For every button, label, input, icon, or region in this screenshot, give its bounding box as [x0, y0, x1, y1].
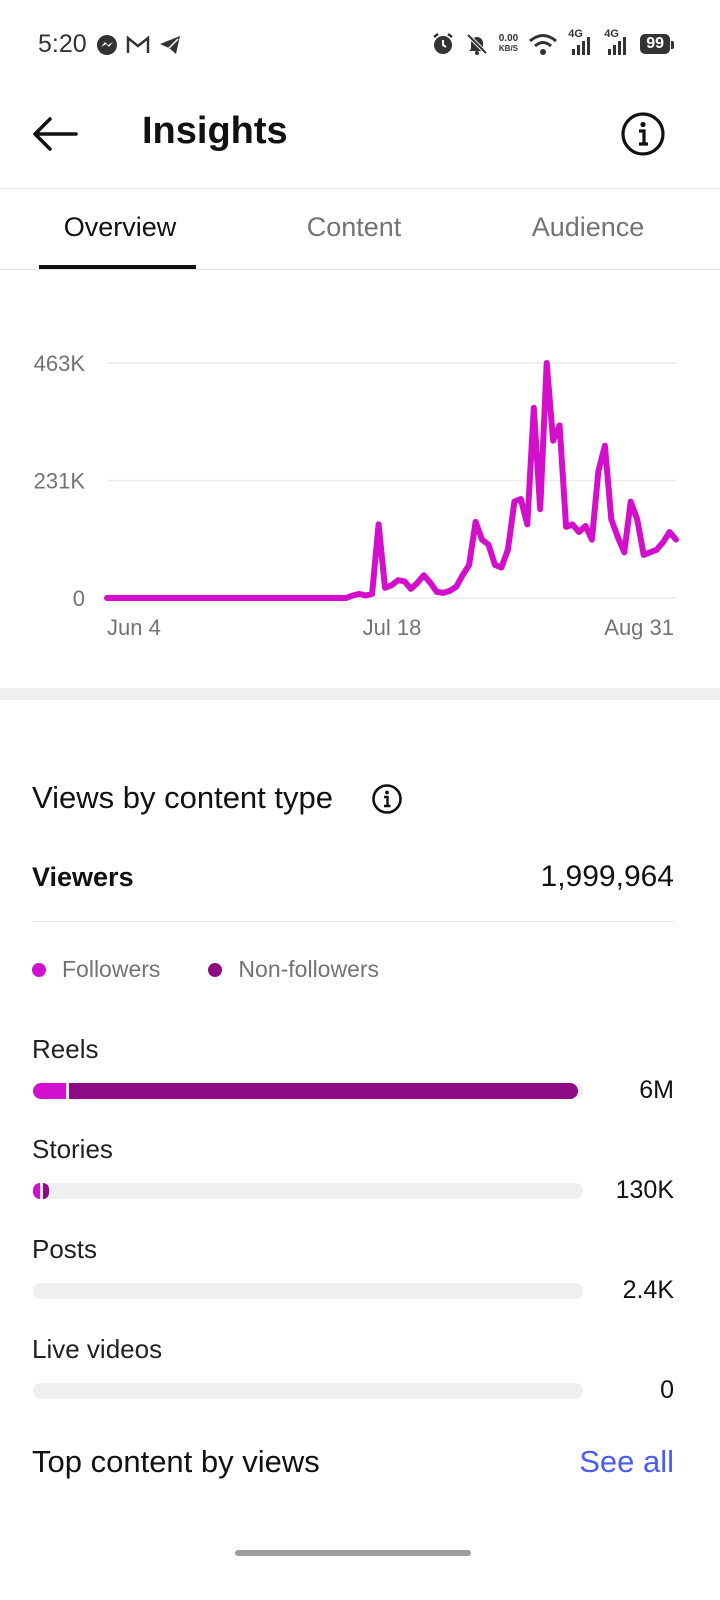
bar-fill-non-followers [69, 1083, 578, 1099]
bar-value-stories: 130K [615, 1176, 674, 1204]
legend-dot-followers [32, 962, 46, 977]
section-separator [0, 688, 720, 700]
chart-y-tick-label: 463K [34, 351, 86, 376]
signal-bars-icon [608, 37, 627, 55]
tab-content[interactable]: Content [306, 212, 402, 242]
battery-indicator: 99 [640, 34, 674, 54]
page-title: Insights [142, 110, 288, 152]
chart-y-tick-label: 0 [73, 586, 85, 611]
gmail-icon [126, 35, 150, 53]
signal-2: 4G [604, 28, 630, 56]
signal-bars-icon [572, 37, 591, 55]
bar-fill-followers [33, 1183, 40, 1199]
signal-1: 4G [568, 28, 594, 56]
tabs-divider [0, 269, 720, 270]
active-tab-indicator [39, 265, 196, 269]
bar-track-posts [33, 1283, 583, 1299]
chart-x-tick-label: Aug 31 [604, 615, 674, 640]
views-line-chart: 463K 231K 0 Jun 4 Jul 18 Aug 31 [34, 351, 679, 640]
status-system-icons: 0.00 KB/S 4G 4G 99 [431, 28, 674, 56]
bar-fill-non-followers [42, 1183, 50, 1199]
top-content-title: Top content by views [32, 1444, 320, 1479]
bar-value-live-videos: 0 [660, 1376, 674, 1404]
tab-overview[interactable]: Overview [63, 212, 177, 242]
status-notification-icons [96, 34, 182, 56]
net-speed-unit: KB/S [498, 44, 519, 53]
bar-value-reels: 6M [639, 1076, 674, 1104]
home-indicator[interactable] [235, 1550, 471, 1556]
tab-audience[interactable]: Audience [531, 212, 645, 242]
messenger-icon [97, 35, 117, 55]
bell-off-icon [466, 33, 488, 55]
legend-label-followers: Followers [62, 956, 161, 982]
net-speed-value: 0.00 [498, 33, 519, 44]
bar-label-reels: Reels [32, 1034, 99, 1064]
bar-track-stories [33, 1183, 583, 1199]
telegram-icon [160, 36, 180, 54]
info-icon[interactable] [620, 111, 666, 157]
viewers-value: 1,999,964 [540, 860, 674, 893]
legend-label-non-followers: Non-followers [238, 956, 380, 982]
chart-x-tick-label: Jun 4 [107, 615, 161, 640]
bar-label-stories: Stories [32, 1134, 113, 1164]
chart-y-tick-label: 231K [34, 469, 86, 494]
legend: Followers Non-followers [32, 956, 427, 983]
views-section-title: Views by content type [32, 780, 333, 815]
bar-track-live-videos [33, 1383, 583, 1399]
chart-x-tick-label: Jul 18 [363, 615, 422, 640]
back-arrow-icon[interactable] [32, 116, 78, 152]
header-divider [0, 188, 720, 189]
network-label-1: 4G [568, 28, 583, 40]
viewers-label: Viewers [32, 862, 134, 892]
viewers-divider [32, 921, 674, 922]
bar-value-posts: 2.4K [622, 1276, 674, 1304]
info-icon[interactable] [371, 783, 403, 815]
net-speed: 0.00 KB/S [499, 34, 518, 54]
see-all-link[interactable]: See all [579, 1444, 674, 1479]
legend-item-followers: Followers [32, 956, 160, 983]
wifi-icon [529, 34, 558, 55]
network-label-2: 4G [604, 28, 619, 40]
bar-track-reels [33, 1083, 583, 1099]
legend-dot-non-followers [208, 962, 223, 977]
bar-label-posts: Posts [32, 1234, 98, 1264]
status-time: 5:20 [38, 30, 87, 58]
alarm-icon [432, 33, 453, 54]
legend-item-non-followers: Non-followers [208, 956, 379, 983]
bar-fill-followers [33, 1083, 66, 1099]
bar-label-live-videos: Live videos [32, 1334, 163, 1364]
